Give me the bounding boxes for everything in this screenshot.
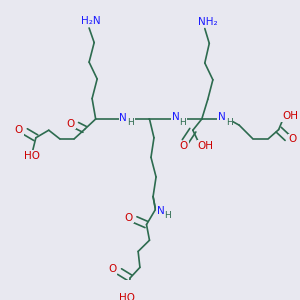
Text: H: H xyxy=(164,211,171,220)
Text: N: N xyxy=(218,112,226,122)
Text: H: H xyxy=(180,118,186,127)
Text: N: N xyxy=(172,112,180,122)
Text: H₂N: H₂N xyxy=(81,16,100,26)
Text: O: O xyxy=(15,125,23,135)
Text: OH: OH xyxy=(282,111,298,121)
Text: N: N xyxy=(218,112,226,122)
Text: O: O xyxy=(289,134,297,144)
Text: N: N xyxy=(157,206,164,215)
Text: N: N xyxy=(119,112,127,123)
Text: HO: HO xyxy=(24,151,40,161)
Text: H: H xyxy=(180,118,186,127)
Text: H: H xyxy=(226,118,233,127)
Text: H: H xyxy=(164,211,171,220)
Text: N: N xyxy=(157,206,164,215)
Text: O: O xyxy=(108,264,116,274)
Text: N: N xyxy=(172,112,180,122)
Text: O: O xyxy=(67,119,75,129)
Text: O: O xyxy=(180,141,188,152)
Text: H: H xyxy=(127,118,134,127)
Text: N: N xyxy=(119,112,127,123)
Text: OH: OH xyxy=(197,141,213,151)
Text: HO: HO xyxy=(119,293,135,300)
Text: NH₂: NH₂ xyxy=(198,16,218,27)
Text: H: H xyxy=(127,118,134,127)
Text: O: O xyxy=(125,212,133,223)
Text: H: H xyxy=(226,118,233,127)
